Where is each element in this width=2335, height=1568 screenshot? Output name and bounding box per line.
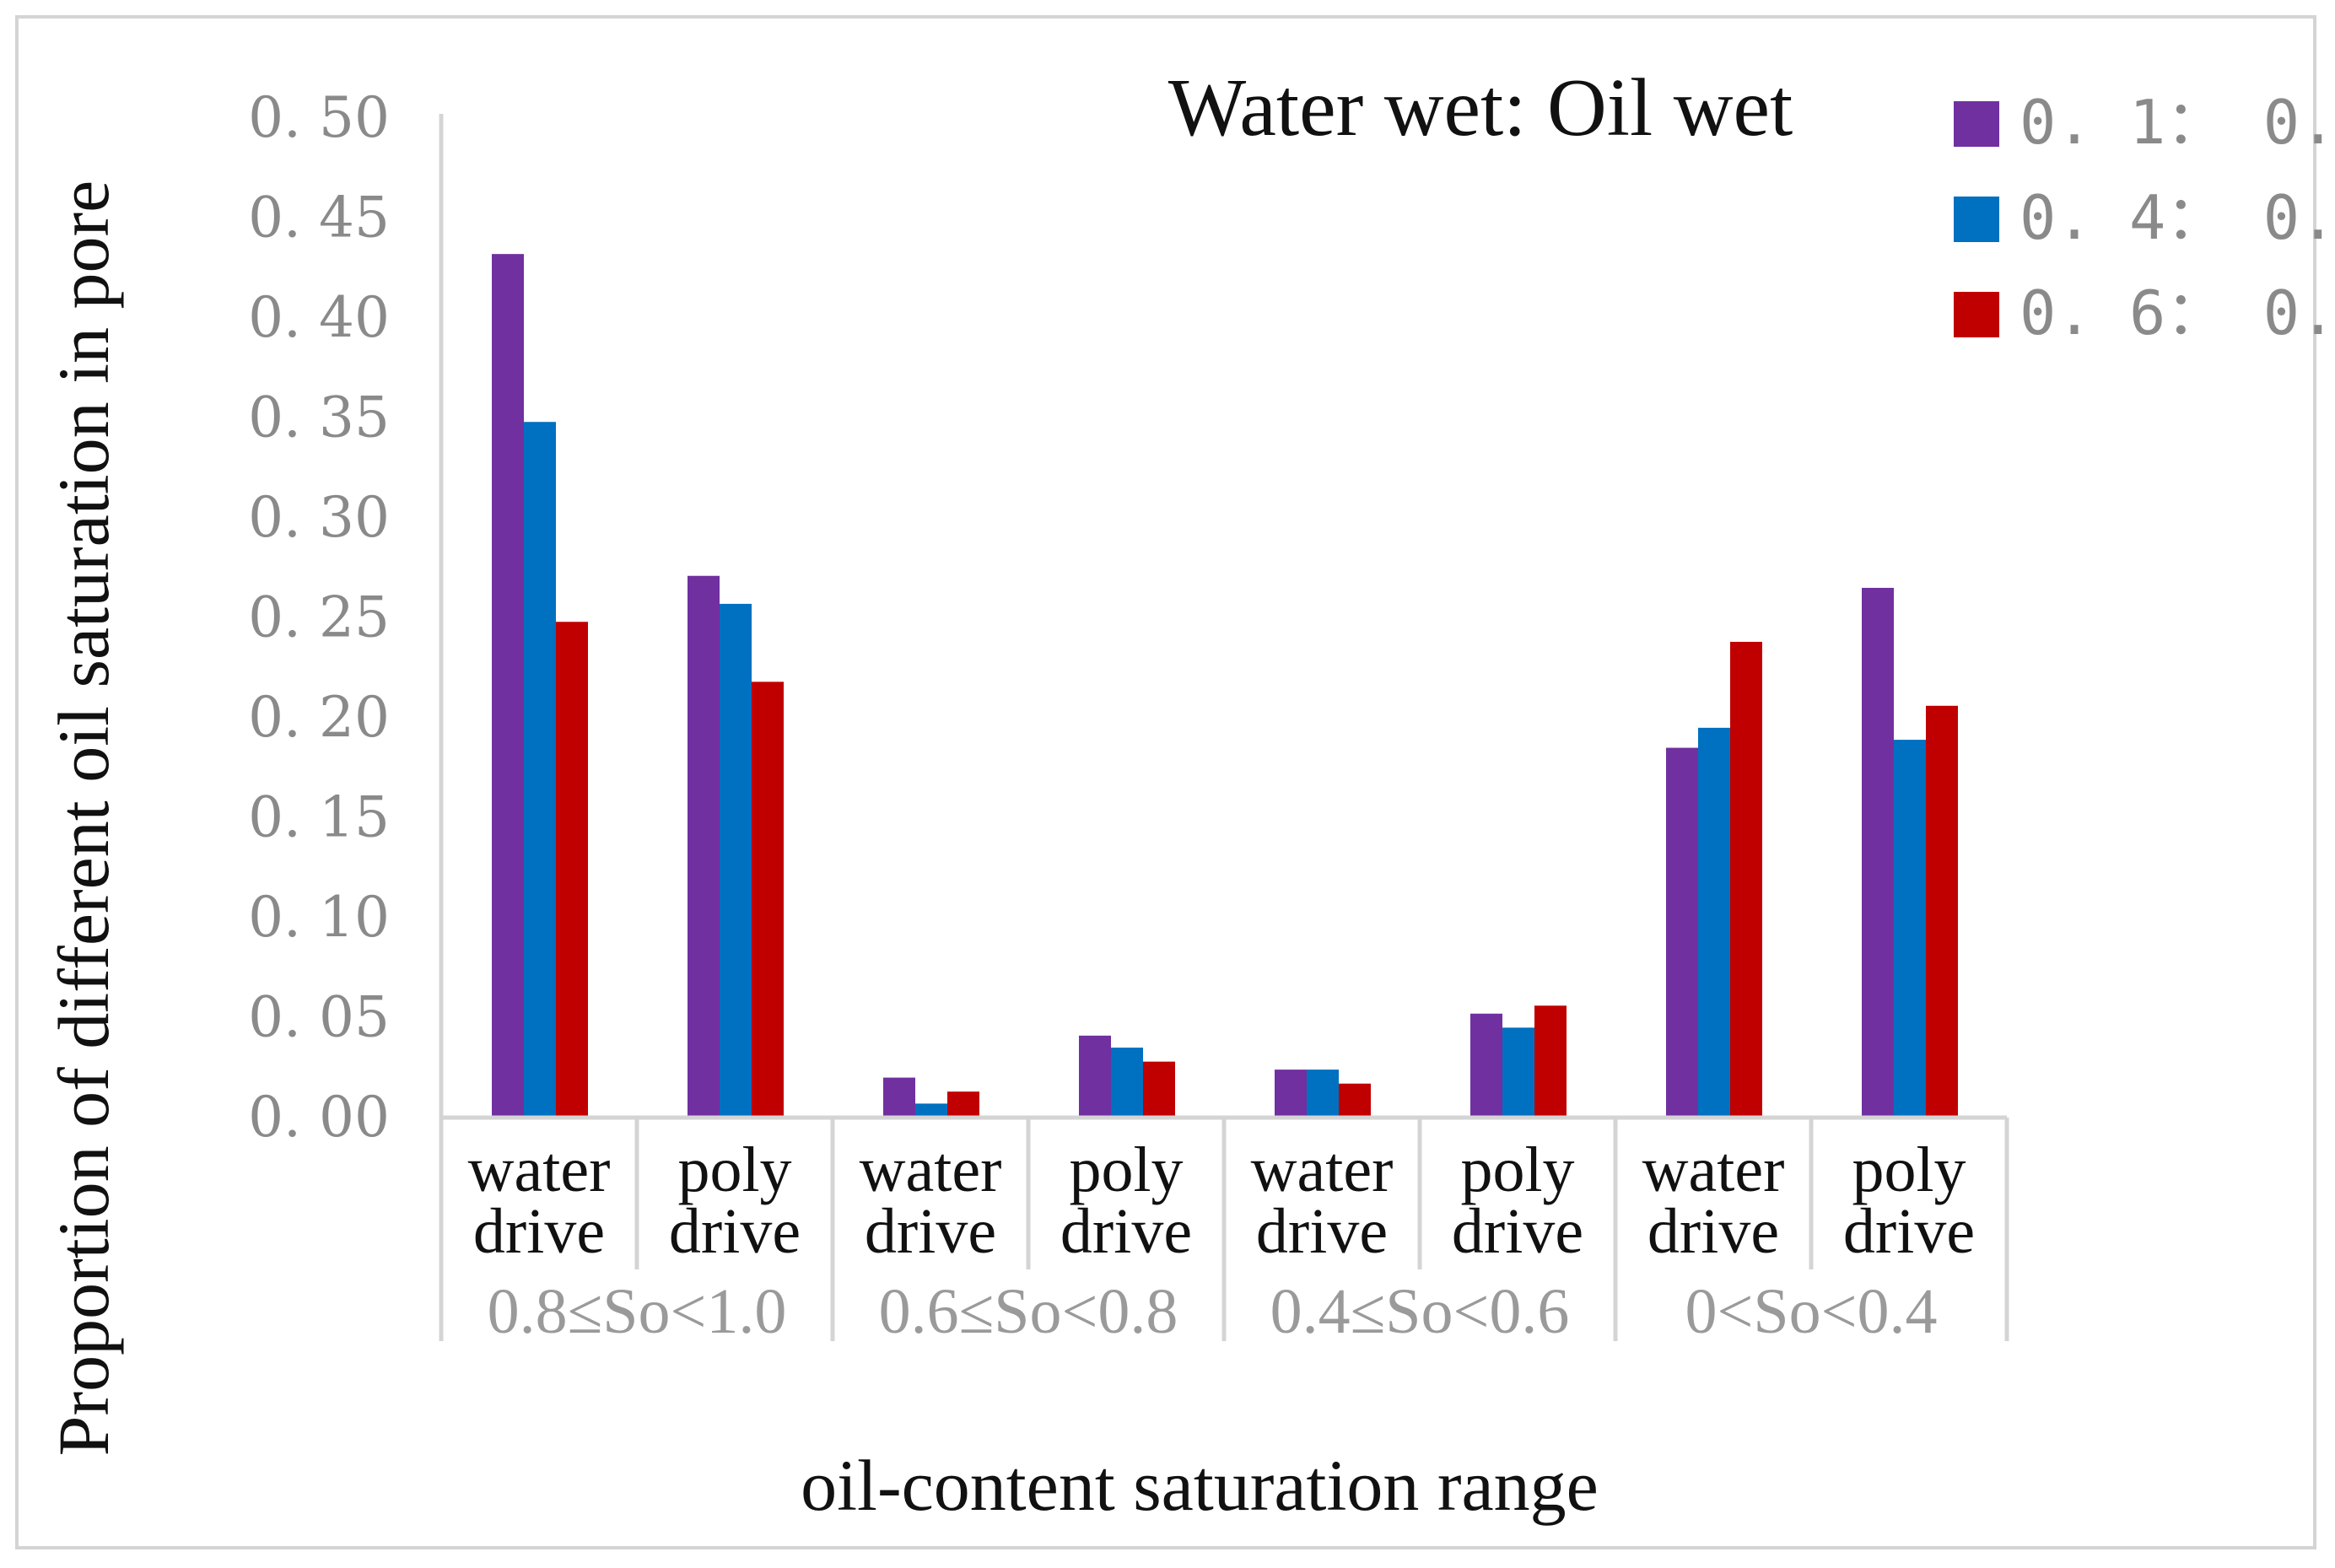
bar-2-5	[1307, 1070, 1339, 1118]
category-label-line1: poly	[1460, 1134, 1574, 1205]
y-tick-label: 0. 25	[248, 585, 390, 650]
bar-1-6	[1470, 1013, 1502, 1118]
bar-3-2	[752, 682, 784, 1118]
chart-title: Water wet: Oil wet	[1168, 62, 1793, 154]
bar-2-4	[1111, 1048, 1143, 1118]
y-tick-label: 0. 45	[248, 186, 390, 251]
category-label-line1: water	[1251, 1134, 1394, 1205]
bar-2-8	[1894, 740, 1926, 1118]
y-axis: 0. 00 0. 05 0. 10 0. 15 0. 20 0. 25 0. 30 0. 35…	[248, 85, 444, 1150]
bar-2-3	[915, 1103, 947, 1118]
bar-1-2	[688, 575, 720, 1118]
category-label-line1: water	[468, 1134, 611, 1205]
bar-1-3	[883, 1077, 915, 1118]
legend-label: 0. 6： 0. 4	[2020, 277, 2335, 348]
y-tick-label: 0. 40	[248, 285, 390, 350]
bar-2-1	[524, 422, 556, 1118]
bar-3-4	[1143, 1061, 1175, 1118]
category-label-line1: water	[1642, 1134, 1785, 1205]
legend-swatch	[1954, 292, 1999, 337]
category-label-line2: drive	[473, 1196, 605, 1267]
category-label-line2: drive	[1060, 1196, 1192, 1267]
bar-3-1	[556, 622, 588, 1118]
category-label-line1: water	[860, 1134, 1002, 1205]
y-tick-label: 0. 10	[248, 885, 390, 950]
x-axis: waterdrivepolydrivewaterdrivepolydrivewa…	[439, 1115, 2009, 1347]
category-label-line2: drive	[1452, 1196, 1583, 1267]
legend-swatch	[1954, 101, 1999, 147]
group-label: 0.4≤So<0.6	[1270, 1276, 1570, 1347]
category-label-line1: poly	[677, 1134, 791, 1205]
bar-3-6	[1534, 1005, 1567, 1118]
legend-label: 0. 1： 0. 9	[2020, 87, 2335, 158]
y-axis-label: Proportion of different oil saturation i…	[43, 181, 124, 1457]
y-tick-label: 0. 30	[248, 485, 390, 550]
legend-swatch	[1954, 197, 1999, 242]
bar-2-6	[1502, 1027, 1534, 1118]
bar-3-5	[1339, 1083, 1371, 1118]
bar-2-2	[720, 603, 752, 1118]
bar-1-4	[1079, 1035, 1111, 1118]
bar-1-1	[492, 254, 524, 1118]
bar-1-5	[1275, 1070, 1307, 1118]
y-tick-label: 0. 20	[248, 685, 390, 750]
category-label-line2: drive	[1256, 1196, 1388, 1267]
category-label-line2: drive	[865, 1196, 996, 1267]
bar-2-7	[1698, 727, 1730, 1118]
x-axis-label: oil-content saturation range	[801, 1445, 1599, 1526]
bar-3-8	[1926, 705, 1958, 1118]
group-label: 0<So<0.4	[1685, 1276, 1938, 1347]
bar-1-7	[1666, 747, 1698, 1118]
category-label-line2: drive	[1843, 1196, 1975, 1267]
category-label-line1: poly	[1852, 1134, 1966, 1205]
y-tick-label: 0. 35	[248, 385, 390, 450]
category-label-line1: poly	[1069, 1134, 1183, 1205]
bar-3-3	[947, 1091, 979, 1118]
legend-label: 0. 4： 0. 6	[2020, 182, 2335, 253]
bar-1-8	[1862, 587, 1894, 1118]
category-label-line2: drive	[669, 1196, 801, 1267]
y-tick-label: 0. 15	[248, 785, 390, 850]
y-tick-label: 0. 00	[248, 1085, 390, 1150]
y-tick-label: 0. 05	[248, 985, 390, 1050]
bar-3-7	[1730, 641, 1762, 1118]
group-label: 0.6≤So<0.8	[879, 1276, 1178, 1347]
category-label-line2: drive	[1647, 1196, 1779, 1267]
group-label: 0.8≤So<1.0	[488, 1276, 787, 1347]
y-tick-label: 0. 50	[248, 85, 390, 150]
legend: 0. 1： 0. 9 0. 4： 0. 6 0. 6： 0. 4	[1954, 87, 2335, 348]
bars	[492, 254, 1958, 1118]
